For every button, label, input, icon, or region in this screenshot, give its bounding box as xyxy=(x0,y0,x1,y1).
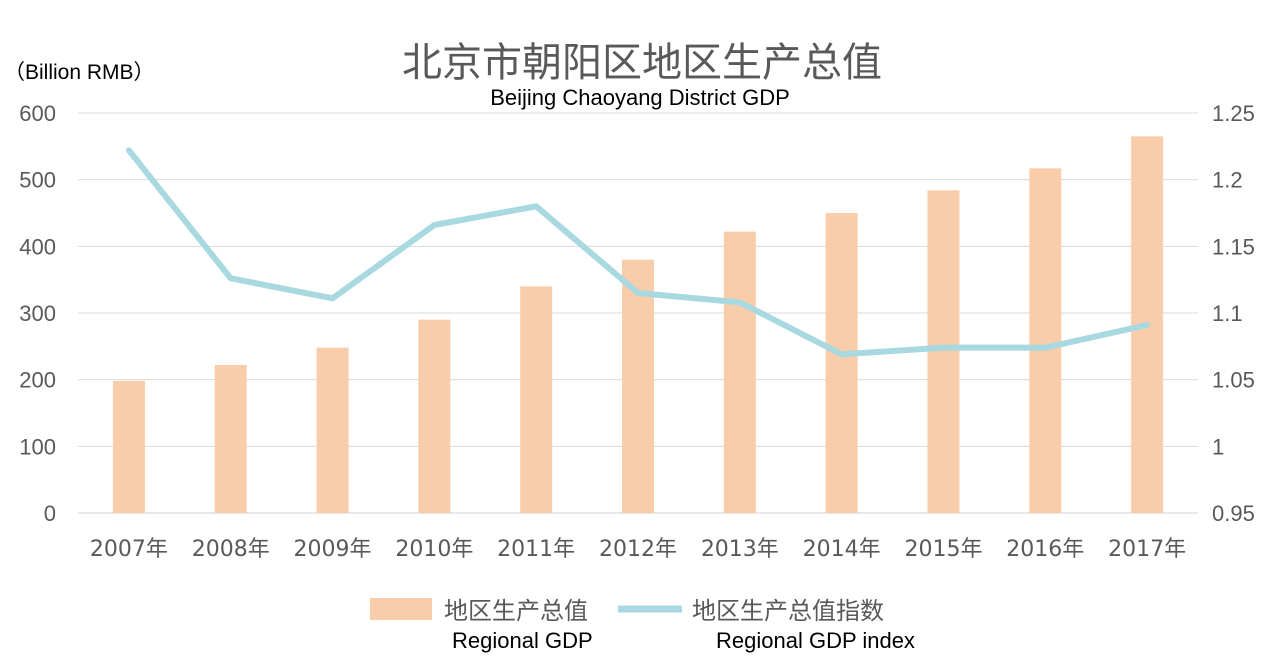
bar xyxy=(214,365,247,513)
legend-swatch-bar xyxy=(370,598,432,620)
x-tick-label: 2011年 xyxy=(497,537,575,562)
x-tick-label: 2010年 xyxy=(395,537,473,562)
bar xyxy=(1029,168,1062,514)
y2-tick-label: 1.2 xyxy=(1212,168,1243,193)
bar xyxy=(520,286,553,513)
legend-label-line-en: Regional GDP index xyxy=(716,628,915,653)
line-point xyxy=(331,297,334,300)
legend-label-bar: 地区生产总值 xyxy=(444,597,588,625)
y-tick-label: 100 xyxy=(19,434,56,459)
y-tick-label: 200 xyxy=(19,368,56,393)
chart-subtitle: Beijing Chaoyang District GDP xyxy=(490,85,790,110)
bar xyxy=(418,319,451,513)
line-point xyxy=(433,224,436,226)
x-tick-label: 2015年 xyxy=(904,537,982,562)
y2-tick-label: 1.05 xyxy=(1212,368,1255,393)
bar xyxy=(112,381,145,513)
line-point xyxy=(229,277,232,280)
chart-title: 北京市朝阳区地区生产总值 xyxy=(402,40,882,86)
y2-tick-label: 1.1 xyxy=(1212,301,1243,326)
y-tick-label: 500 xyxy=(19,168,56,193)
line-point xyxy=(127,149,130,152)
x-tick-label: 2016年 xyxy=(1006,537,1084,562)
x-tick-label: 2007年 xyxy=(90,537,168,562)
legend: 地区生产总值 Regional GDP 地区生产总值指数 Regional GD… xyxy=(370,597,915,653)
bar xyxy=(927,190,960,514)
x-axis: 2007年 2008年 2009年 2010年 2011年 2012年 2013年 2014年… xyxy=(90,537,1186,562)
x-tick-label: 2008年 xyxy=(192,537,270,562)
bar xyxy=(316,347,349,513)
x-tick-label: 2013年 xyxy=(701,537,779,562)
line-point xyxy=(535,205,538,208)
x-tick-label: 2014年 xyxy=(803,537,881,562)
line-series xyxy=(125,147,1151,358)
y2-tick-label: 0.95 xyxy=(1212,501,1255,526)
line-point xyxy=(738,301,741,304)
y-tick-label: 400 xyxy=(19,234,56,259)
legend-label-line: 地区生产总值指数 xyxy=(692,597,884,625)
y-axis-right: 0.95 1 1.05 1.1 1.15 1.2 1.25 xyxy=(1212,101,1255,526)
y2-tick-label: 1.25 xyxy=(1212,101,1255,126)
y-tick-label: 600 xyxy=(19,101,56,126)
y-tick-label: 0 xyxy=(44,501,56,526)
bar-series xyxy=(112,136,1164,514)
y-axis-unit: （Billion RMB） xyxy=(4,61,155,84)
y-tick-label: 300 xyxy=(19,301,56,326)
line-point xyxy=(1044,346,1047,349)
line-point xyxy=(1146,324,1149,326)
y2-tick-label: 1.15 xyxy=(1212,234,1255,259)
bar xyxy=(825,213,858,513)
y2-tick-label: 1 xyxy=(1212,434,1224,459)
x-tick-label: 2017年 xyxy=(1108,537,1186,562)
x-tick-label: 2009年 xyxy=(294,537,372,562)
x-tick-label: 2012年 xyxy=(599,537,677,562)
bar xyxy=(723,231,756,513)
line-point xyxy=(840,353,843,356)
line-point xyxy=(942,346,945,349)
line-point xyxy=(637,292,639,294)
y-axis-left: 0 100 200 300 400 500 600 xyxy=(19,101,56,526)
legend-label-bar-en: Regional GDP xyxy=(452,628,593,653)
bar xyxy=(622,259,654,513)
